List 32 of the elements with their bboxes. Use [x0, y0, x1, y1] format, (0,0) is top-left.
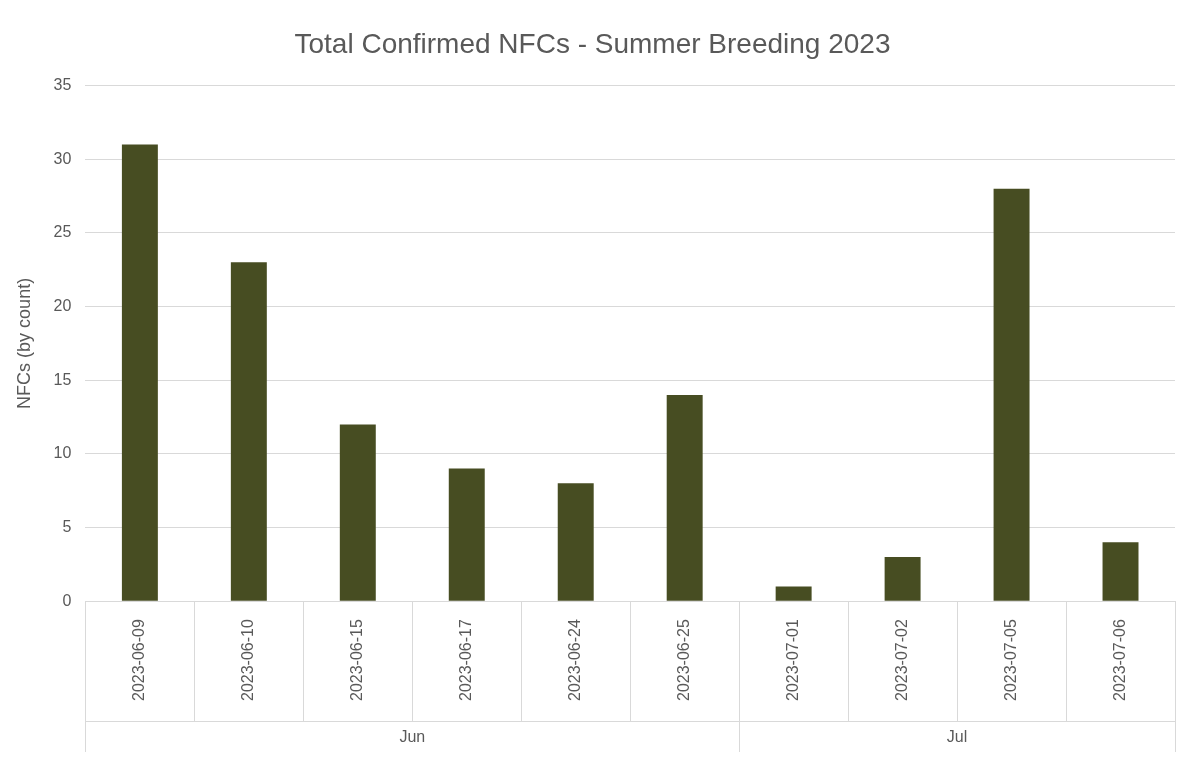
- bar: [1102, 542, 1139, 601]
- x-tick-label: 2023-06-10: [239, 619, 257, 701]
- x-tick-label: 2023-06-09: [130, 619, 148, 701]
- bar: [557, 483, 594, 601]
- y-tick-label: 20: [53, 296, 72, 314]
- x-tick-label: 2023-06-25: [675, 619, 693, 701]
- bar: [666, 394, 703, 601]
- chart-title: Total Confirmed NFCs - Summer Breeding 2023: [294, 27, 891, 59]
- x-tick-label: 2023-06-15: [348, 619, 366, 701]
- bar: [448, 468, 485, 601]
- text: Jul: [946, 728, 968, 746]
- x-tick-label: 2023-07-02: [893, 619, 911, 701]
- y-tick-label: 10: [53, 444, 72, 462]
- x-tick-label: 2023-07-01: [784, 619, 802, 701]
- bar: [230, 262, 267, 601]
- x-tick-label: 2023-06-17: [457, 619, 475, 701]
- bar: [775, 586, 812, 601]
- y-tick-label: 25: [53, 223, 72, 241]
- text: Jun: [399, 728, 426, 746]
- y-tick-label: 15: [53, 370, 72, 388]
- y-axis-title: NFCs (by count): [13, 277, 34, 409]
- bar: [884, 556, 921, 601]
- y-tick-label: 35: [53, 76, 72, 94]
- y-tick-label: 0: [62, 591, 72, 609]
- x-tick-label: 2023-07-06: [1110, 619, 1128, 701]
- bar: [339, 424, 376, 601]
- y-tick-label: 30: [53, 149, 72, 167]
- x-tick-label: 2023-07-05: [1001, 619, 1019, 701]
- bar: [993, 188, 1030, 601]
- x-tick-label: 2023-06-24: [566, 619, 584, 701]
- y-tick-label: 5: [62, 517, 72, 535]
- bar: [121, 144, 158, 601]
